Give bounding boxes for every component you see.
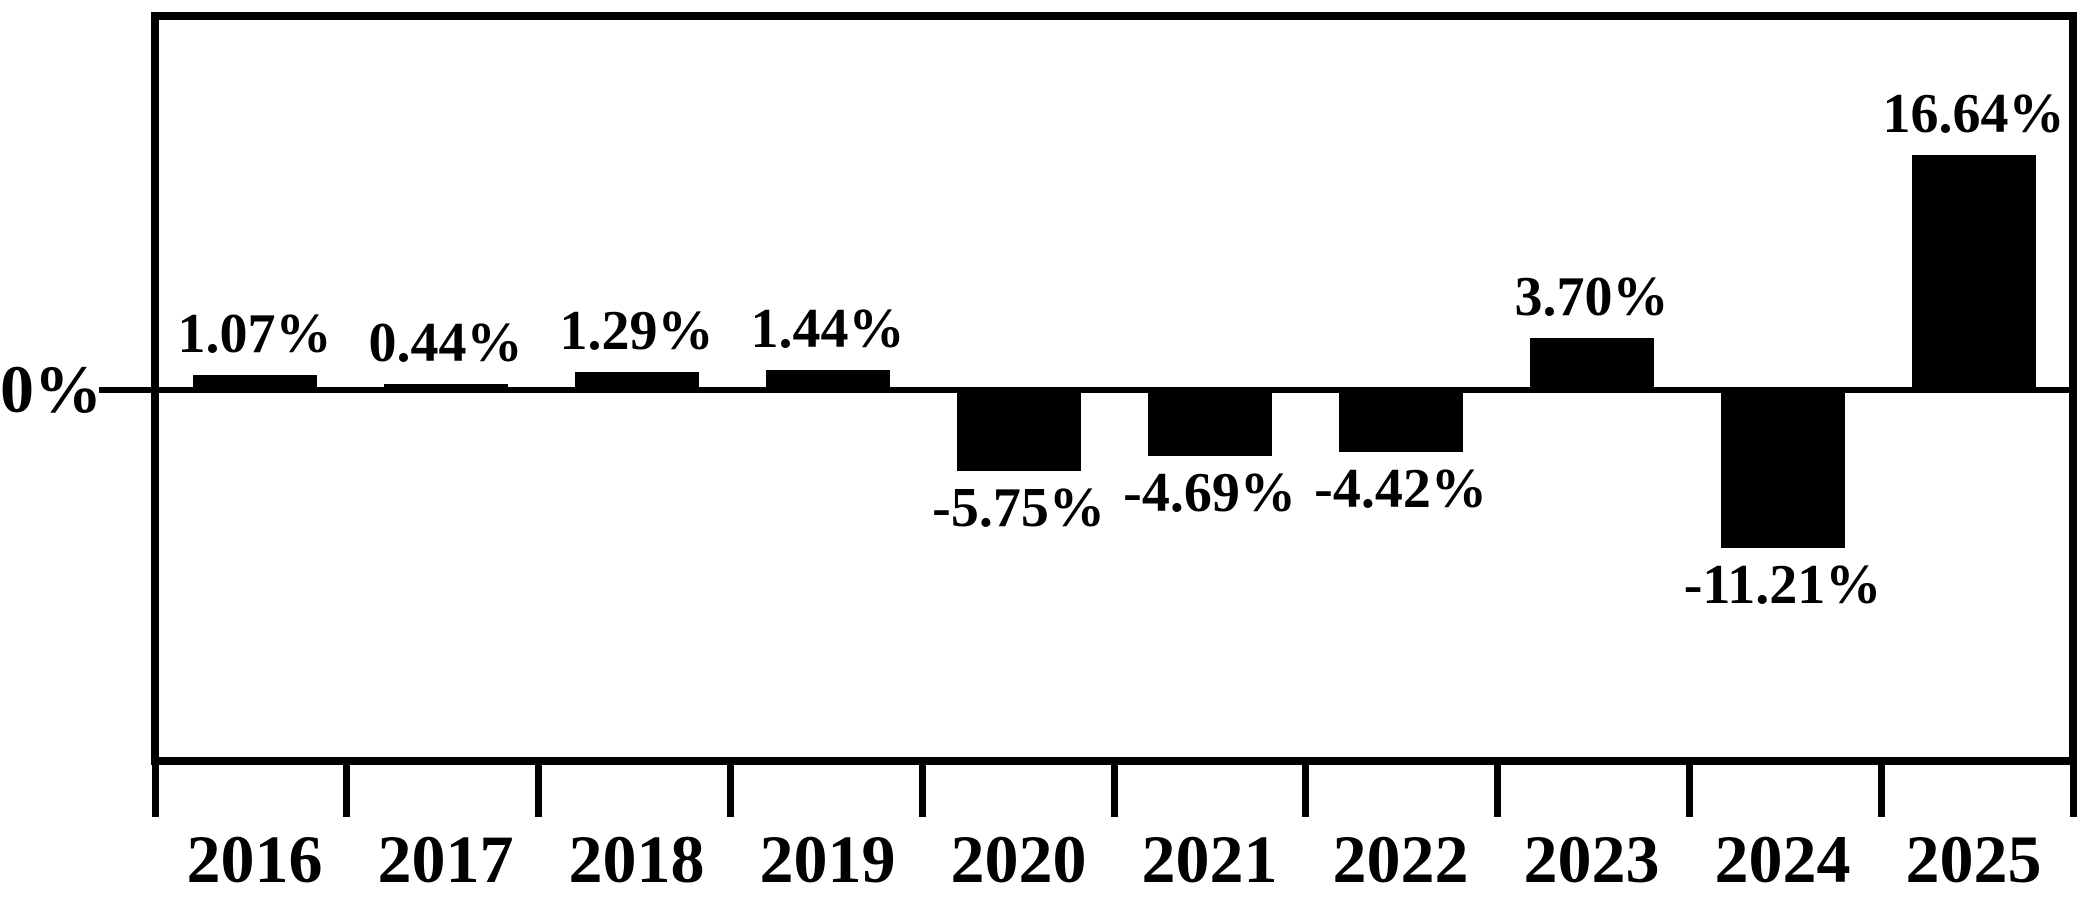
x-axis-tick [535,765,543,817]
y-axis-zero-tick [99,387,159,393]
bar-2016 [192,374,317,390]
bar-value-label: 1.07% [177,302,332,365]
bar-2022 [1338,390,1463,453]
x-axis-tick [1110,765,1118,817]
x-tick-label-2020: 2020 [950,821,1087,897]
x-tick-label-2021: 2021 [1141,821,1278,897]
bar-value-label: -4.42% [1314,458,1487,521]
x-tick-label-2022: 2022 [1332,821,1469,897]
x-axis-tick [918,765,926,817]
x-tick-label-2023: 2023 [1523,821,1660,897]
bar-value-label: 0.44% [368,311,523,374]
bar-value-label: -4.69% [1123,462,1296,525]
x-axis-tick [726,765,734,817]
x-axis-tick [1877,765,1885,817]
bar-value-label: -5.75% [932,477,1105,540]
bar-2019 [765,369,890,390]
x-tick-label-2018: 2018 [568,821,705,897]
x-tick-label-2019: 2019 [759,821,896,897]
x-tick-label-2016: 2016 [186,821,323,897]
x-axis-tick [343,765,351,817]
bar-value-label: 1.44% [750,297,905,360]
bar-2023 [1529,337,1654,390]
bar-2025 [1911,155,2036,390]
x-axis-tick [1302,765,1310,817]
x-axis-tick [2069,765,2077,817]
bar-value-label: 3.70% [1514,265,1669,328]
x-tick-label-2024: 2024 [1714,821,1851,897]
bar-2024 [1720,390,1845,549]
x-axis-tick [151,765,159,817]
bar-2021 [1147,390,1272,457]
bar-2020 [956,390,1081,472]
x-axis-tick [1494,765,1502,817]
bar-value-label: 1.29% [559,299,714,362]
x-tick-label-2025: 2025 [1905,821,2042,897]
bar-value-label: 16.64% [1882,83,2065,146]
x-axis-tick [1685,765,1693,817]
zero-baseline [155,387,2073,393]
bar-2017 [383,383,508,390]
bar-value-label: -11.21% [1683,554,1882,617]
bar-2018 [574,371,699,390]
y-axis-zero-label: 0% [0,351,102,427]
x-tick-label-2017: 2017 [377,821,514,897]
